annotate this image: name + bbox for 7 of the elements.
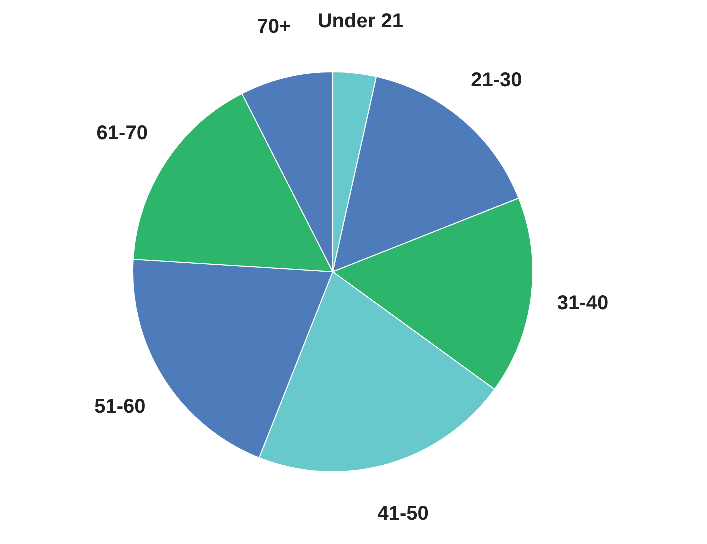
slice-label: 31-40 (557, 292, 609, 315)
slice-label: 51-60 (94, 396, 146, 418)
slice-label: Under 21 (318, 10, 404, 33)
slice-label: 41-50 (378, 502, 429, 525)
slice-label: 21-30 (471, 69, 522, 92)
slice-label: 61-70 (96, 122, 148, 145)
slice-label: 70+ (257, 16, 292, 38)
